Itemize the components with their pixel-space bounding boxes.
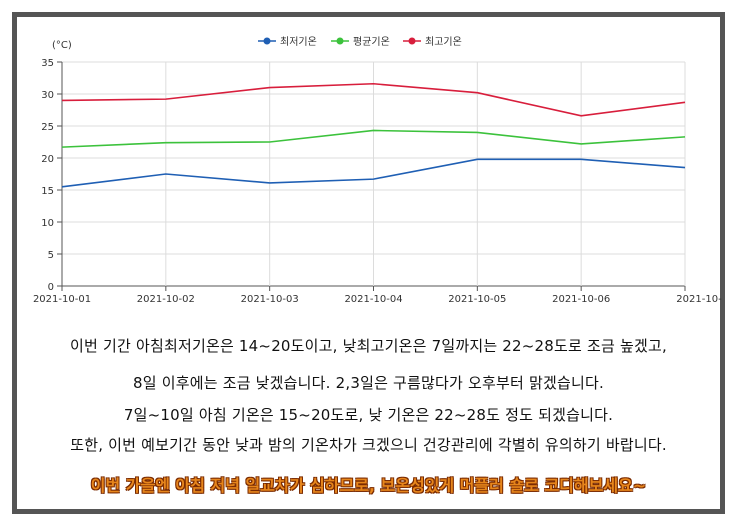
y-tick-label: 30 bbox=[41, 90, 54, 101]
y-tick-label: 20 bbox=[41, 154, 54, 165]
description-line-3: 7일~10일 아침 기온은 15~20도로, 낮 기온은 22~28도 정도 되… bbox=[123, 406, 614, 424]
x-tick-label: 2021-10-06 bbox=[552, 294, 610, 305]
description-line-1: 이번 기간 아침최저기온은 14~20도이고, 낮최고기온은 7일까지는 22~… bbox=[70, 337, 667, 355]
y-tick-label: 35 bbox=[41, 58, 54, 69]
legend-label: 최저기온 bbox=[280, 36, 317, 48]
y-tick-label: 25 bbox=[41, 122, 54, 133]
card-frame bbox=[12, 12, 725, 514]
series-line bbox=[61, 82, 686, 117]
legend-swatch-dot bbox=[408, 37, 416, 45]
description-line-4: 또한, 이번 예보기간 동안 낮과 밤의 기온차가 크겠으니 건강관리에 각별히… bbox=[70, 436, 667, 454]
y-tick-label: 0 bbox=[48, 282, 54, 293]
series-line bbox=[61, 158, 686, 188]
x-tick-label: 2021-10-01 bbox=[33, 294, 91, 305]
series-line bbox=[61, 129, 686, 148]
description-line-2: 8일 이후에는 조금 낮겠습니다. 2,3일은 구름많다가 오후부터 맑겠습니다… bbox=[133, 374, 604, 392]
x-tick-label: 2021-10-03 bbox=[241, 294, 299, 305]
legend-label: 평균기온 bbox=[353, 36, 390, 48]
legend-swatch-dot bbox=[263, 37, 271, 45]
temperature-line-chart: 0 5 10 15 20 25 30 35 2021-10-01 2021-10-02 2021-1… bbox=[33, 36, 722, 305]
y-tick-label: 10 bbox=[41, 218, 54, 229]
styling-tip: 이번 가을엔 아침 저녁 일교차가 심하므로, 보온성있게 머플러 숄로 코디해… bbox=[90, 476, 647, 495]
x-tick-label: 2021-10-05 bbox=[448, 294, 506, 305]
y-unit-label: (°C) bbox=[52, 40, 72, 51]
x-tick-label: 2021-10-02 bbox=[137, 294, 195, 305]
y-tick-label: 5 bbox=[48, 250, 54, 261]
legend-label: 최고기온 bbox=[425, 36, 462, 48]
x-tick-label: 2021-10-04 bbox=[344, 294, 402, 305]
x-tick-label: 2021-10- bbox=[676, 294, 722, 305]
legend-swatch-dot bbox=[336, 37, 344, 45]
y-tick-label: 15 bbox=[41, 186, 54, 197]
